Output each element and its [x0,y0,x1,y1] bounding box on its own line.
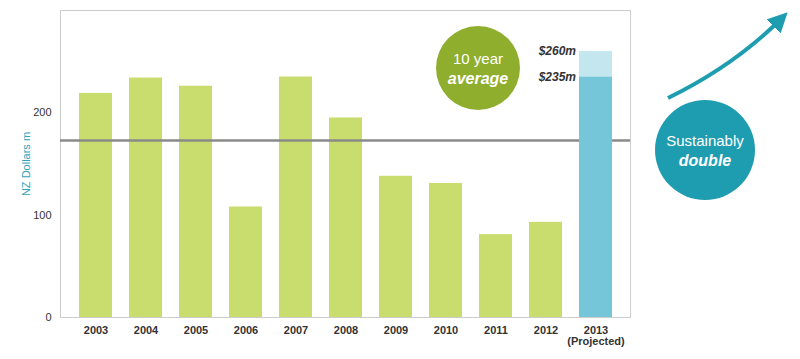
svg-text:2004: 2004 [134,324,159,336]
svg-text:average: average [448,70,509,87]
svg-text:2011: 2011 [484,324,508,336]
svg-text:2006: 2006 [234,324,258,336]
svg-text:100: 100 [33,209,51,221]
svg-text:$260m: $260m [538,44,577,58]
svg-text:2010: 2010 [434,324,458,336]
svg-text:10 year: 10 year [453,50,503,67]
svg-text:2008: 2008 [334,324,358,336]
svg-text:200: 200 [33,106,51,118]
svg-text:NZ Dollars m: NZ Dollars m [20,132,32,196]
svg-text:2005: 2005 [184,324,208,336]
svg-text:double: double [679,152,732,169]
svg-text:$235m: $235m [538,70,577,84]
svg-text:2009: 2009 [384,324,408,336]
svg-text:Sustainably: Sustainably [666,132,744,149]
svg-text:0: 0 [45,311,51,323]
svg-text:2007: 2007 [284,324,308,336]
svg-text:2012: 2012 [534,324,558,336]
svg-text:2013(Projected): 2013(Projected) [567,324,625,347]
svg-text:2003: 2003 [84,324,108,336]
